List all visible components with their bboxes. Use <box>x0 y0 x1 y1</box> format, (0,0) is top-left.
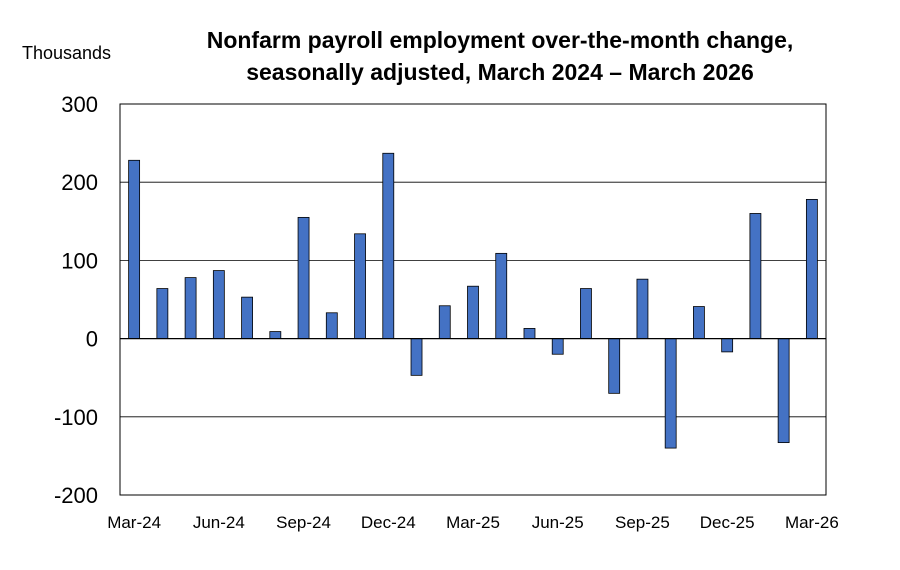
bar-Dec-25 <box>721 338 734 353</box>
x-tick-label: Mar-25 <box>446 513 500 532</box>
bar-Sep-24 <box>297 216 310 339</box>
chart-title: Nonfarm payroll employment over-the-mont… <box>140 24 860 88</box>
bar-Sep-25 <box>636 278 649 340</box>
y-tick-label: 200 <box>61 170 98 195</box>
x-tick-label: Jun-25 <box>532 513 584 532</box>
y-tick-labels: 300 200 100 0 -100 -200 <box>54 92 98 508</box>
x-tick-label: Jun-24 <box>193 513 245 532</box>
x-tick-label: Sep-24 <box>276 513 331 532</box>
bar-Feb-26 <box>777 338 790 444</box>
x-tick-label: Dec-25 <box>700 513 755 532</box>
bar-Oct-25 <box>664 338 677 449</box>
bar-Apr-24 <box>156 288 169 339</box>
bar-Nov-25 <box>693 306 705 340</box>
bar-Jan-26 <box>749 213 762 339</box>
bars <box>128 152 818 449</box>
bar-Oct-24 <box>325 312 338 340</box>
bar-Jun-25 <box>551 338 564 355</box>
y-tick-label: 100 <box>61 248 98 273</box>
bar-Jan-25 <box>410 338 423 376</box>
y-tick-label: 0 <box>86 327 98 352</box>
bar-May-25 <box>523 328 536 339</box>
bar-Feb-25 <box>438 305 451 340</box>
bar-Jul-24 <box>241 296 253 339</box>
y-tick-label: -200 <box>54 483 98 508</box>
bar-Apr-25 <box>495 252 508 339</box>
plot-frame <box>119 103 827 496</box>
bar-Jun-24 <box>212 270 225 340</box>
gridlines <box>120 181 826 418</box>
bar-Aug-25 <box>608 338 621 394</box>
y-axis-label: Thousands <box>22 43 112 63</box>
x-tick-labels: Mar-24 Jun-24 Sep-24 Dec-24 Mar-25 Jun-25 Sep-… <box>107 513 839 532</box>
bar-Nov-24 <box>354 233 366 339</box>
chart-title-line-2: seasonally adjusted, March 2024 – March … <box>246 59 754 85</box>
bar-Mar-26 <box>805 198 818 339</box>
y-tick-label: 300 <box>61 92 98 117</box>
x-tick-label: Sep-25 <box>615 513 670 532</box>
bar-Mar-24 <box>128 159 141 340</box>
bar-Mar-25 <box>467 285 479 339</box>
bar-Aug-24 <box>269 331 282 339</box>
x-tick-label: Dec-24 <box>361 513 416 532</box>
chart-title-line-1: Nonfarm payroll employment over-the-mont… <box>206 27 794 53</box>
x-tick-label: Mar-26 <box>785 513 839 532</box>
bar-Jul-25 <box>580 288 592 339</box>
y-tick-label: -100 <box>54 405 98 430</box>
x-tick-label: Mar-24 <box>107 513 161 532</box>
bar-May-24 <box>184 277 197 340</box>
bar-Dec-24 <box>382 152 395 340</box>
